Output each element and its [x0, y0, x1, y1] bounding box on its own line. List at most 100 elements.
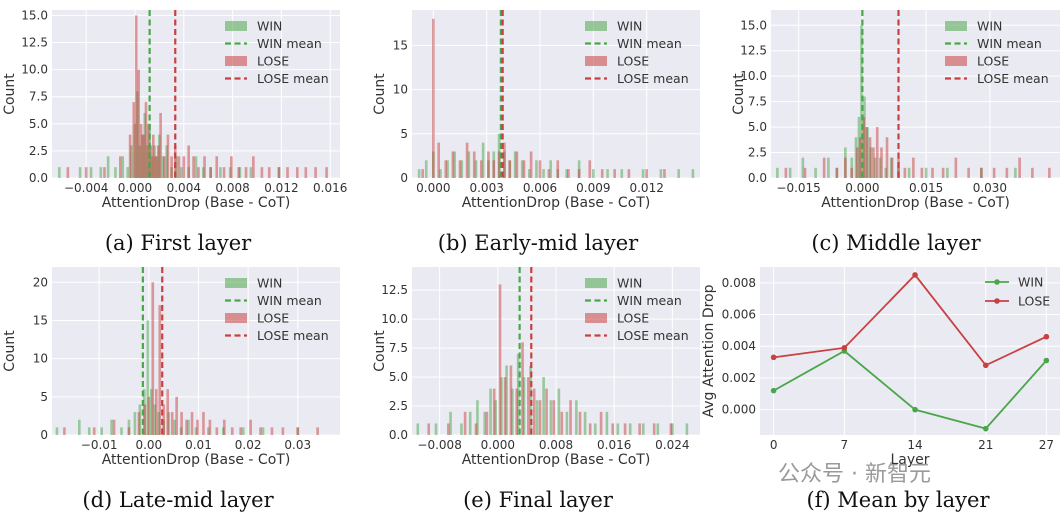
win-bar [417, 169, 421, 178]
data-layer [55, 267, 319, 435]
win-bar [522, 377, 526, 435]
lose-bar [521, 342, 524, 435]
y-tick-label: 15 [393, 38, 408, 52]
panel-caption: (c) Middle layer [811, 231, 981, 255]
lose-point [982, 362, 989, 369]
win-bar [241, 427, 245, 435]
win-bar [126, 167, 129, 178]
win-bar [494, 400, 497, 435]
legend: WIN WIN mean LOSE LOSE mean [225, 19, 329, 86]
win-bar [476, 400, 479, 435]
lose-bar [588, 423, 592, 435]
lose-bar [112, 419, 116, 435]
x-tick-label: 14 [907, 438, 922, 452]
lose-bar [432, 18, 435, 178]
lose-bar [545, 388, 548, 435]
win-bar [671, 423, 674, 435]
x-tick-label: 0.012 [264, 181, 298, 195]
lose-point [841, 345, 848, 351]
plot-area [52, 267, 340, 435]
win-bar [446, 160, 449, 178]
win-bar [616, 423, 620, 435]
win-bar [691, 169, 695, 178]
lose-bar [844, 157, 847, 178]
lose-bar [487, 151, 490, 178]
win-bar [860, 25, 863, 178]
win-bar [535, 160, 538, 178]
lose-bar [663, 169, 666, 178]
legend-lose-swatch [225, 313, 247, 323]
legend-lose-mean-label: LOSE mean [977, 71, 1049, 86]
win-bar [505, 365, 508, 435]
legend-win-swatch [585, 21, 607, 31]
lose-bar [259, 427, 262, 435]
legend-win-swatch [945, 21, 967, 31]
win-bar [520, 160, 524, 178]
win-bar [453, 151, 456, 178]
y-tick-label: 0.002 [722, 371, 756, 385]
x-tick-label: 0.012 [629, 181, 663, 195]
x-axis-label: AttentionDrop (Base - CoT) [462, 452, 651, 468]
x-tick-label: 0.03 [284, 438, 311, 452]
x-tick-label: 7 [841, 438, 849, 452]
lose-bar [1048, 167, 1051, 178]
lose-bar [503, 142, 506, 178]
x-axis-label: AttentionDrop (Base - CoT) [821, 195, 1010, 211]
lose-bar [538, 160, 542, 178]
lose-bar [627, 169, 631, 178]
legend: WIN WIN mean LOSE LOSE mean [585, 276, 689, 343]
win-bar [133, 412, 137, 435]
panel-caption: (e) Final layer [463, 488, 614, 512]
lose-bar [547, 169, 551, 178]
win-bar [516, 353, 520, 435]
win-bar [78, 167, 82, 178]
legend-win-marker [994, 279, 1000, 285]
lose-bar [230, 156, 233, 178]
y-tick-label: 5 [40, 390, 48, 404]
legend-win-mean-label: WIN mean [257, 36, 322, 51]
lose-bar [239, 427, 242, 435]
y-tick-label: 0 [40, 428, 48, 442]
win-bar [78, 419, 81, 435]
y-tick-label: 12.5 [740, 44, 767, 58]
win-bar [439, 169, 442, 178]
y-tick-label: 5 [400, 127, 408, 141]
x-tick-label: 0.000 [845, 181, 879, 195]
lose-bar [314, 167, 317, 178]
lose-bar [437, 142, 440, 178]
win-point [770, 387, 777, 394]
lose-bar [784, 167, 788, 178]
lose-bar [529, 151, 533, 178]
win-bar [535, 400, 539, 435]
x-tick-label: 0.008 [215, 181, 249, 195]
y-tick-label: 0.000 [722, 403, 756, 417]
x-tick-label: 0.016 [313, 181, 347, 195]
y-tick-label: 10.0 [21, 63, 48, 77]
y-tick-label: 20 [33, 275, 48, 289]
lose-bar [875, 127, 879, 178]
lose-bar [497, 151, 501, 178]
lose-bar [858, 137, 862, 178]
win-bar [489, 388, 492, 435]
win-bar [219, 167, 222, 178]
lose-bar [862, 116, 865, 178]
x-tick-label: 0.02 [235, 438, 262, 452]
lose-bar [260, 167, 264, 178]
y-axis-label: Count [2, 330, 18, 372]
lose-bar [492, 388, 496, 435]
data-layer [417, 10, 695, 178]
lose-bar [588, 160, 592, 178]
win-bar [513, 151, 517, 178]
legend-lose-swatch [945, 56, 967, 66]
panel-caption: (f) Mean by layer [806, 488, 990, 512]
lose-bar [569, 400, 572, 435]
lose-bar [139, 123, 143, 178]
x-tick-label: 0.015 [909, 181, 943, 195]
y-tick-label: 0.004 [722, 339, 756, 353]
plot-area [771, 10, 1060, 178]
x-tick-label: 0 [770, 438, 778, 452]
legend-lose-label: LOSE [617, 311, 649, 326]
y-tick-label: 0.0 [29, 171, 48, 185]
lose-bar [151, 134, 155, 178]
